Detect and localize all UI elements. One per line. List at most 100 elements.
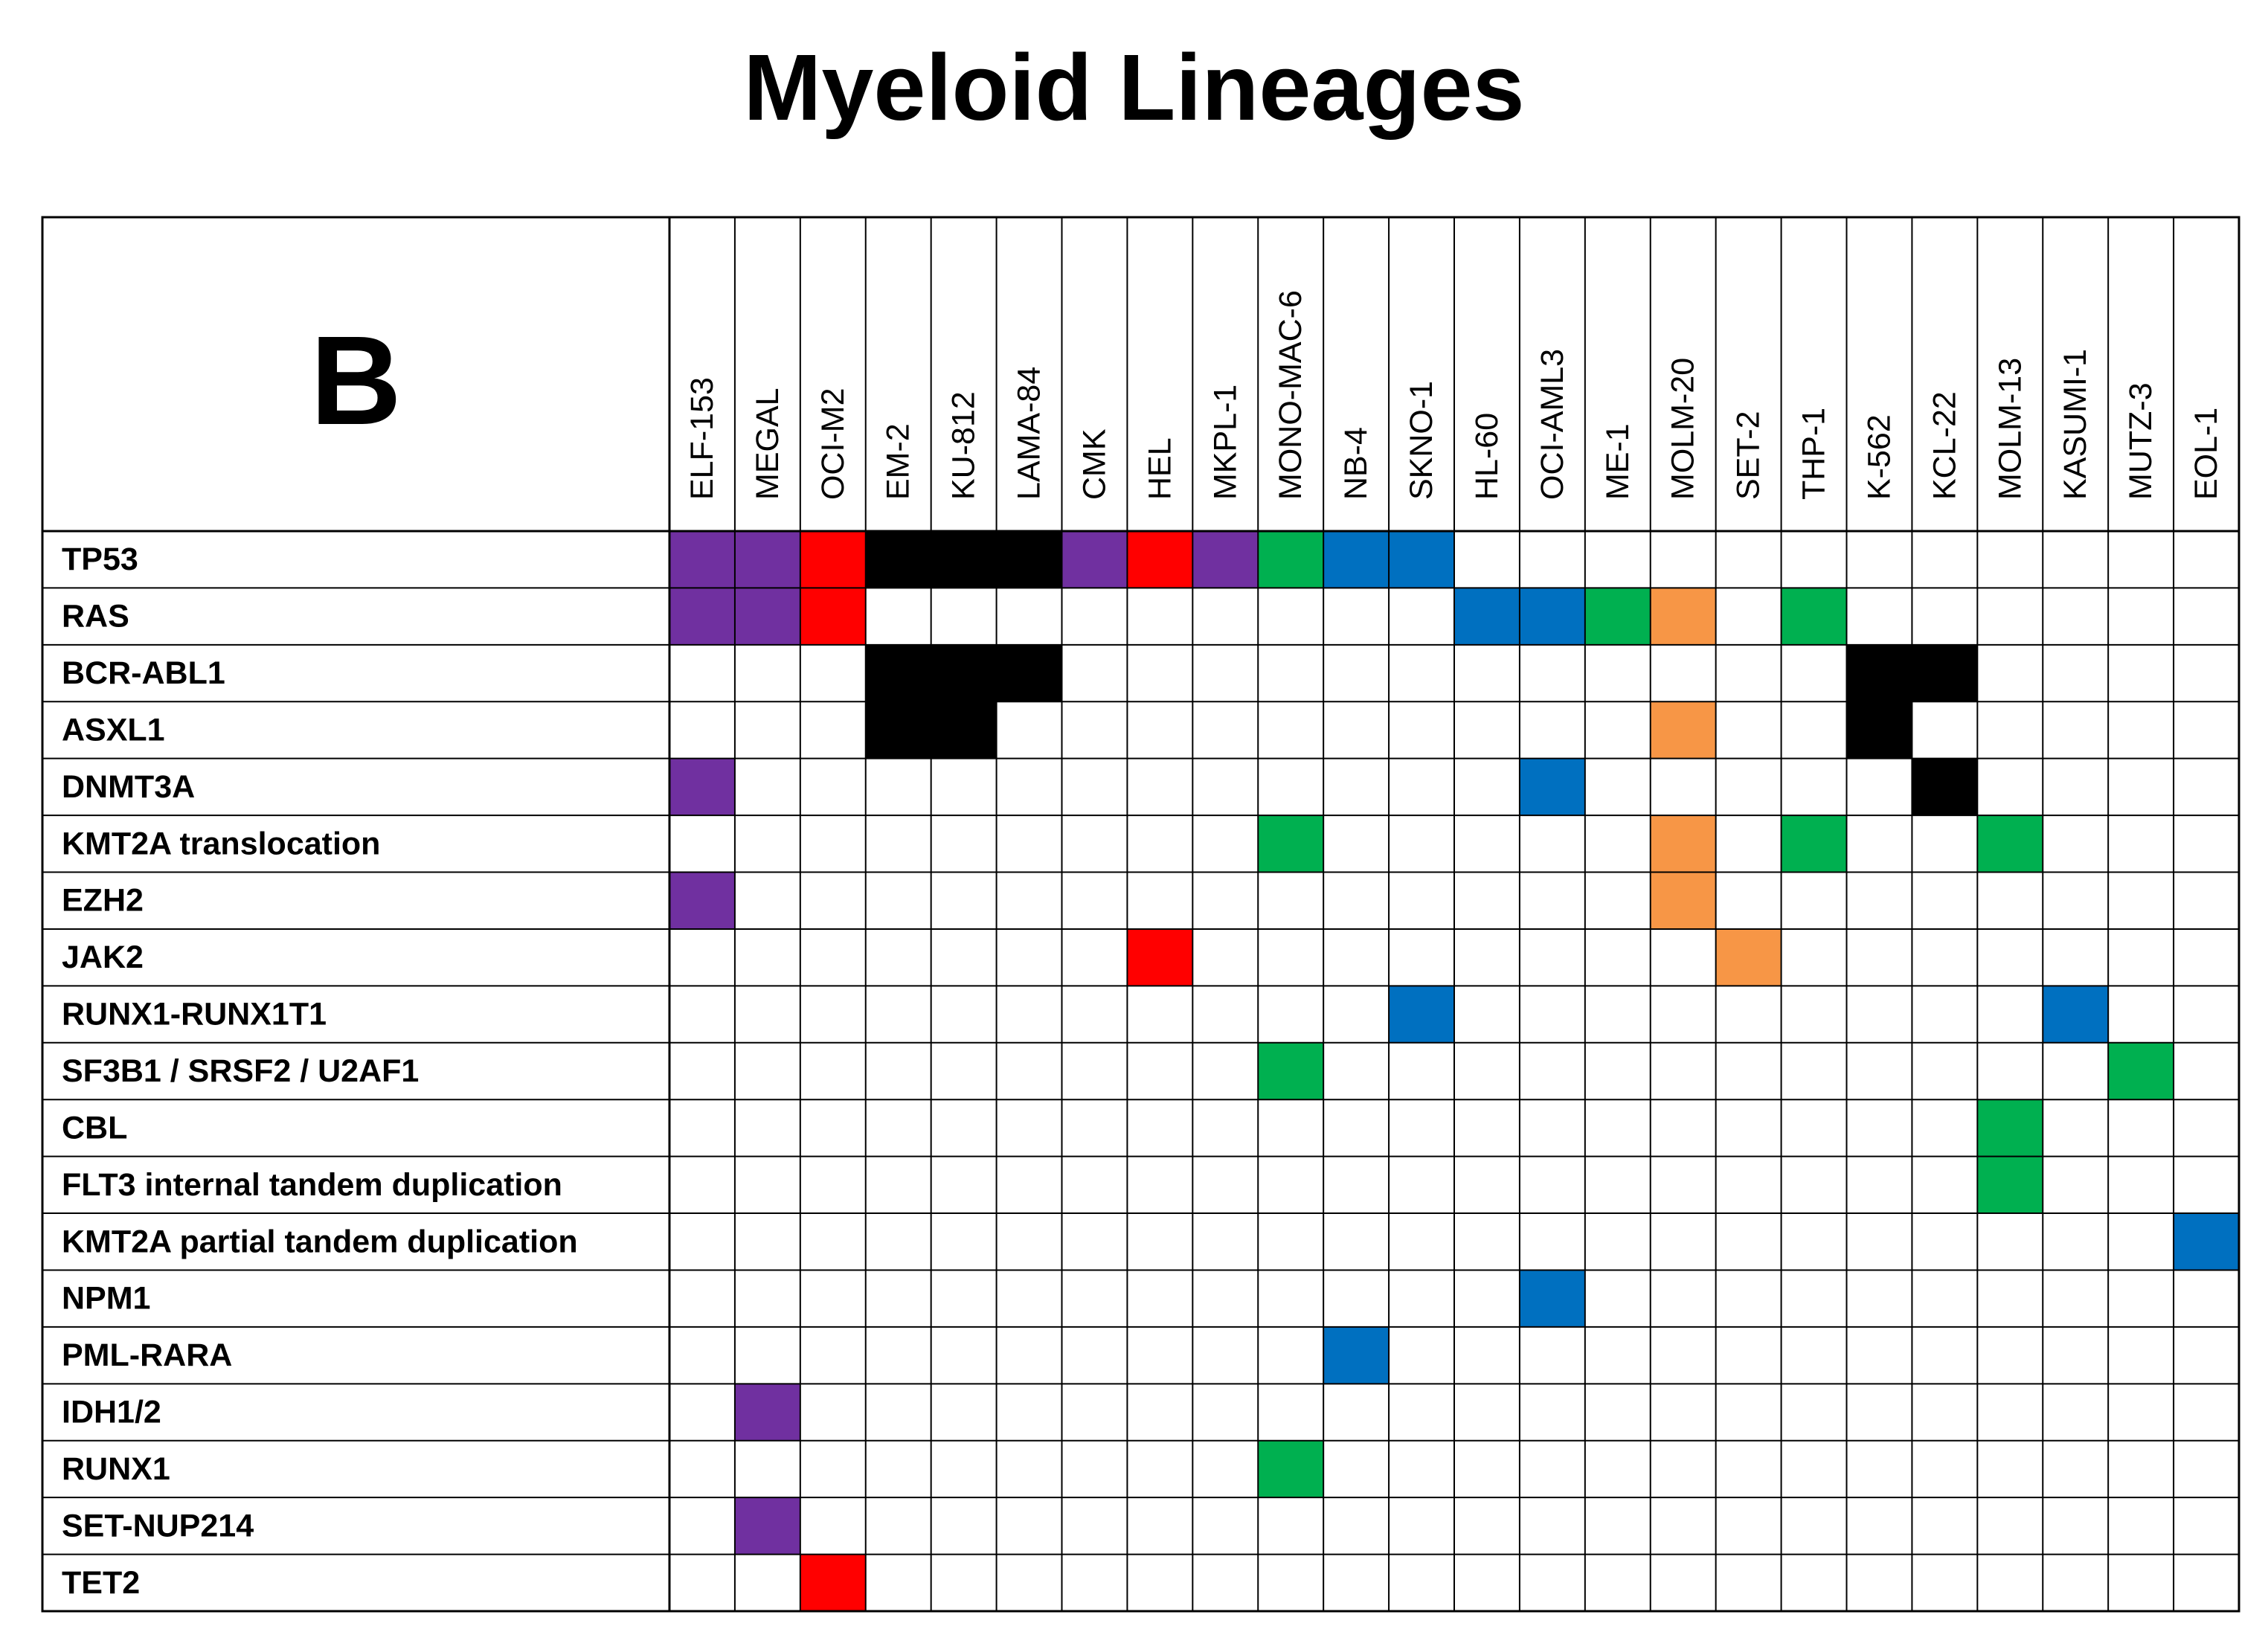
cell-tp53-mkpl-1 <box>1192 531 1259 588</box>
cell-cbl-molm-13 <box>1977 1099 2043 1157</box>
row-label-dnmt3a: DNMT3A <box>62 769 195 805</box>
column-label-skno-1: SKNO-1 <box>1404 381 1439 500</box>
row-label-runx1: RUNX1 <box>62 1451 170 1487</box>
cell-bcr-abl1-lama-84 <box>996 644 1062 702</box>
row-label-runx1-runx1t1: RUNX1-RUNX1T1 <box>62 997 327 1032</box>
column-label-elf-153: ELF-153 <box>684 377 720 500</box>
cell-jak2-set-2 <box>1715 928 1782 986</box>
cell-ezh2-elf-153 <box>669 872 735 929</box>
column-label-ku-812: KU-812 <box>946 391 982 500</box>
grid-border <box>41 216 2240 1613</box>
cell-ras-hl-60 <box>1454 588 1520 645</box>
cell-dnmt3a-kcl-22 <box>1912 758 1978 816</box>
column-label-oci-m2: OCI-M2 <box>815 388 851 501</box>
column-label-kcl-22: KCL-22 <box>1927 391 1962 500</box>
cell-bcr-abl1-ku-812 <box>931 644 997 702</box>
column-label-set-2: SET-2 <box>1731 411 1767 501</box>
cell-bcr-abl1-k-562 <box>1846 644 1912 702</box>
cell-idh1-2-megal <box>734 1384 800 1441</box>
row-label-ras: RAS <box>62 599 129 635</box>
cell-tp53-megal <box>734 531 800 588</box>
cell-asxl1-molm-20 <box>1650 701 1716 759</box>
column-label-thp-1: THP-1 <box>1796 408 1832 500</box>
row-label-pml-rara: PML-RARA <box>62 1337 232 1373</box>
cell-kmt2a-translocation-mono-mac-6 <box>1258 815 1324 873</box>
cell-runx1-runx1t1-skno-1 <box>1389 986 1454 1043</box>
cell-ras-me-1 <box>1584 588 1651 645</box>
row-label-asxl1: ASXL1 <box>62 712 165 748</box>
row-label-kmt2a-translocation: KMT2A translocation <box>62 826 380 861</box>
cell-tp53-hel <box>1127 531 1193 588</box>
cell-npm1-oci-aml3 <box>1519 1270 1585 1327</box>
cell-asxl1-ku-812 <box>931 701 997 759</box>
cell-jak2-hel <box>1127 928 1193 986</box>
cell-bcr-abl1-em-2 <box>865 644 931 702</box>
cell-ras-oci-m2 <box>800 588 866 645</box>
cell-tp53-em-2 <box>865 531 931 588</box>
grid-lines <box>41 216 2240 1613</box>
cell-ras-thp-1 <box>1781 588 1847 645</box>
column-label-hel: HEL <box>1142 437 1178 500</box>
column-label-cmk: CMK <box>1076 428 1112 500</box>
row-label-flt3-internal-tandem-duplication: FLT3 internal tandem duplication <box>62 1167 562 1203</box>
cell-runx1-mono-mac-6 <box>1258 1440 1324 1498</box>
row-label-ezh2: EZH2 <box>62 883 144 919</box>
cell-kmt2a-translocation-thp-1 <box>1781 815 1847 873</box>
cell-tp53-skno-1 <box>1389 531 1454 588</box>
cell-flt3-internal-tandem-duplication-molm-13 <box>1977 1156 2043 1214</box>
column-label-oci-aml3: OCI-AML3 <box>1535 349 1570 500</box>
row-label-kmt2a-partial-tandem-duplication: KMT2A partial tandem duplication <box>62 1224 578 1259</box>
cell-tp53-oci-m2 <box>800 531 866 588</box>
cell-kmt2a-partial-tandem-duplication-eol-1 <box>2174 1213 2239 1270</box>
column-label-kasumi-1: KASUMI-1 <box>2057 349 2093 500</box>
cells-layer <box>669 531 2239 1611</box>
labels-layer: B ELF-153 MEGAL OCI-M2 EM-2 KU-812 LAMA-84 CMK… <box>62 290 2224 1601</box>
column-label-mkpl-1: MKPL-1 <box>1207 385 1243 500</box>
column-label-nb-4: NB-4 <box>1338 427 1374 500</box>
column-label-me-1: ME-1 <box>1600 423 1636 500</box>
cell-tp53-elf-153 <box>669 531 735 588</box>
cell-tp53-lama-84 <box>996 531 1062 588</box>
column-label-hl-60: HL-60 <box>1469 413 1505 500</box>
cell-runx1-runx1t1-kasumi-1 <box>2043 986 2109 1043</box>
column-label-mutz-3: MUTZ-3 <box>2123 382 2159 500</box>
page-title: Myeloid Lineages <box>743 35 1525 140</box>
cell-asxl1-em-2 <box>865 701 931 759</box>
row-label-tet2: TET2 <box>62 1565 140 1601</box>
row-label-cbl: CBL <box>62 1110 127 1146</box>
column-label-eol-1: EOL-1 <box>2188 408 2224 500</box>
cell-tp53-cmk <box>1061 531 1128 588</box>
column-label-molm-20: MOLM-20 <box>1665 358 1701 500</box>
row-label-jak2: JAK2 <box>62 939 144 975</box>
cell-sf3b1-srsf2-u2af1-mono-mac-6 <box>1258 1042 1324 1100</box>
cell-tet2-oci-m2 <box>800 1554 866 1611</box>
cell-ras-oci-aml3 <box>1519 588 1585 645</box>
column-label-molm-13: MOLM-13 <box>1992 358 2028 500</box>
cell-ras-molm-20 <box>1650 588 1716 645</box>
cell-set-nup214-megal <box>734 1497 800 1555</box>
row-label-bcr-abl1: BCR-ABL1 <box>62 655 225 691</box>
column-label-lama-84: LAMA-84 <box>1012 367 1047 500</box>
cell-pml-rara-nb-4 <box>1323 1326 1390 1384</box>
cell-ras-elf-153 <box>669 588 735 645</box>
cell-sf3b1-srsf2-u2af1-mutz-3 <box>2108 1042 2174 1100</box>
row-label-set-nup214: SET-NUP214 <box>62 1508 254 1543</box>
cell-asxl1-k-562 <box>1846 701 1912 759</box>
column-label-megal: MEGAL <box>750 388 786 500</box>
cell-bcr-abl1-kcl-22 <box>1912 644 1978 702</box>
row-label-idh1-2: IDH1/2 <box>62 1395 161 1430</box>
cell-kmt2a-translocation-molm-20 <box>1650 815 1716 873</box>
cell-dnmt3a-elf-153 <box>669 758 735 816</box>
column-label-k-562: K-562 <box>1861 414 1897 500</box>
column-label-mono-mac-6: MONO-MAC-6 <box>1273 290 1308 500</box>
cell-tp53-ku-812 <box>931 531 997 588</box>
cell-dnmt3a-oci-aml3 <box>1519 758 1585 816</box>
cell-tp53-mono-mac-6 <box>1258 531 1324 588</box>
cell-kmt2a-translocation-molm-13 <box>1977 815 2043 873</box>
row-label-tp53: TP53 <box>62 542 138 577</box>
cell-ezh2-molm-20 <box>1650 872 1716 929</box>
column-label-em-2: EM-2 <box>881 423 916 500</box>
row-label-npm1: NPM1 <box>62 1281 150 1317</box>
cell-tp53-nb-4 <box>1323 531 1390 588</box>
